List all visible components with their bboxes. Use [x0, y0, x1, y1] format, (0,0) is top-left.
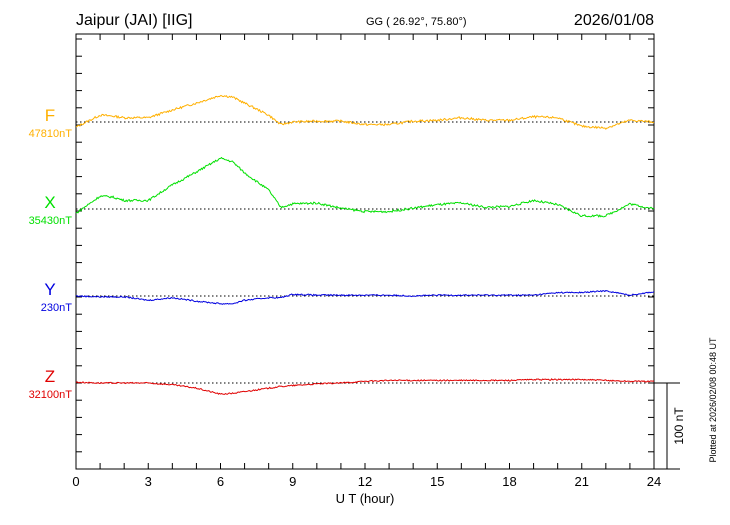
scale-bar — [654, 382, 680, 470]
series-name-z: Z — [45, 367, 55, 386]
x-axis-label: U T (hour) — [336, 491, 395, 506]
x-tick-label: 18 — [502, 474, 516, 489]
baseline-value-z: 32100nT — [29, 389, 73, 401]
baseline-value-y: 230nT — [41, 302, 72, 314]
x-tick-label: 3 — [145, 474, 152, 489]
baseline-value-x: 35430nT — [29, 215, 73, 227]
baseline-value-f: 47810nT — [29, 128, 73, 140]
plot-date: 2026/01/08 — [574, 12, 654, 29]
station-title: Jaipur (JAI) [IIG] — [76, 12, 192, 29]
plot-frame — [75, 33, 655, 470]
series-name-y: Y — [44, 280, 55, 299]
trace-z — [75, 378, 655, 395]
scale-label: 100 nT — [672, 407, 686, 445]
x-tick-label: 9 — [289, 474, 296, 489]
x-tick-label: 6 — [217, 474, 224, 489]
x-tick-label: 21 — [575, 474, 589, 489]
x-tick-label: 0 — [72, 474, 79, 489]
series-name-x: X — [44, 193, 55, 212]
trace-y — [75, 290, 655, 305]
trace-x — [75, 156, 655, 218]
x-tick-label: 24 — [647, 474, 661, 489]
trace-f — [75, 95, 655, 130]
x-tick-label: 12 — [358, 474, 372, 489]
plotted-timestamp: Plotted at 2026/02/08 00:48 UT — [708, 337, 718, 463]
coordinates: GG ( 26.92°, 75.80°) — [366, 16, 467, 28]
x-tick-label: 15 — [430, 474, 444, 489]
series-name-f: F — [45, 106, 55, 125]
